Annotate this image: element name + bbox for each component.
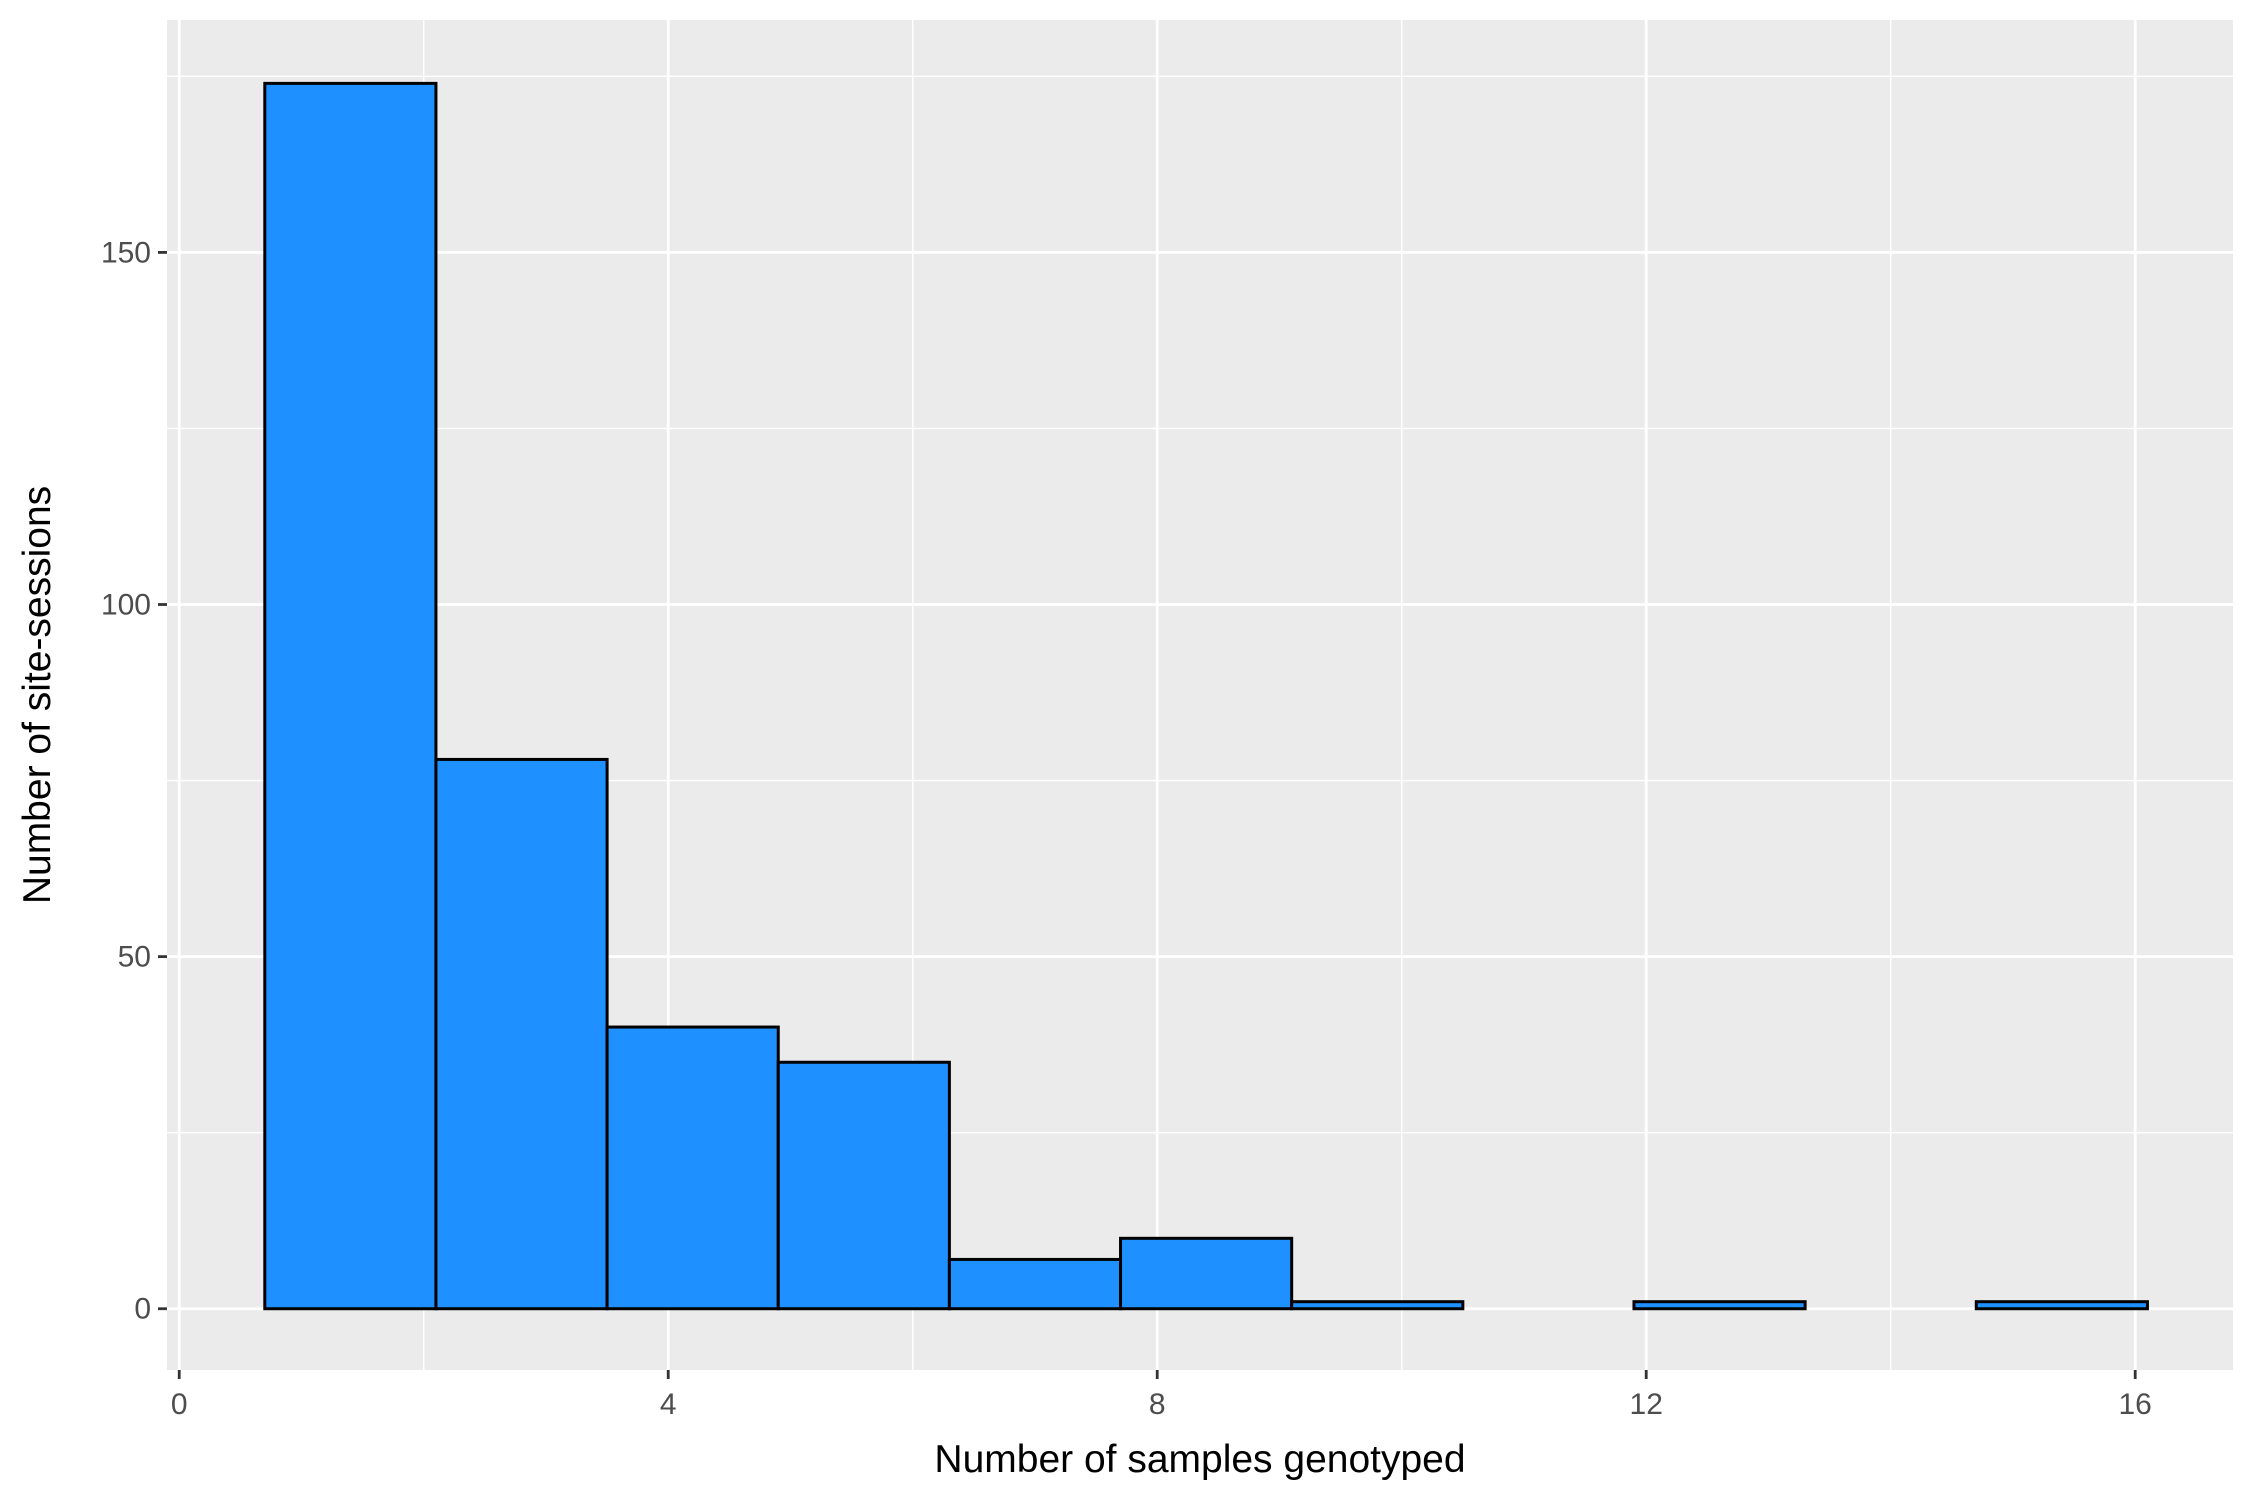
x-tick-label: 16: [2119, 1388, 2152, 1421]
x-axis-title: Number of samples genotyped: [934, 1438, 1465, 1481]
x-tick-label: 12: [1630, 1388, 1663, 1421]
histogram-bar-3: [605, 1025, 780, 1311]
y-tick-label: 0: [134, 1293, 151, 1326]
x-tick-label: 0: [171, 1388, 188, 1421]
histogram-bar-1: [263, 81, 438, 1311]
histogram-bar-9: [1632, 1300, 1807, 1311]
y-axis: 0 50 100 150: [101, 236, 167, 1326]
y-axis-title: Number of site-sessions: [16, 486, 59, 904]
histogram-bar-11: [1974, 1300, 2149, 1311]
histogram-bars: [263, 81, 2149, 1311]
x-tick-label: 8: [1149, 1388, 1166, 1421]
histogram-bar-4: [776, 1060, 951, 1311]
y-tick-label: 100: [101, 589, 151, 622]
x-tick-label: 4: [660, 1388, 677, 1421]
x-axis: 0 4 8 12 16: [171, 1370, 2152, 1421]
y-tick-label: 150: [101, 236, 151, 269]
histogram-bar-6: [1119, 1236, 1294, 1311]
histogram-bar-7: [1290, 1300, 1465, 1311]
histogram-bar-2: [434, 757, 609, 1311]
y-tick-label: 50: [118, 941, 151, 974]
histogram-bar-5: [947, 1257, 1123, 1311]
